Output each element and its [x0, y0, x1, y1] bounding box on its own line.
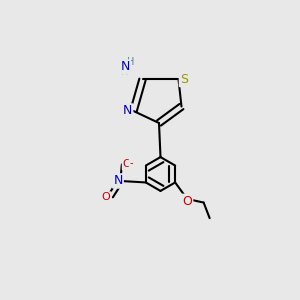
Text: O: O	[182, 195, 192, 208]
Text: H: H	[121, 67, 128, 77]
Text: O: O	[123, 160, 132, 170]
Text: O: O	[102, 193, 111, 202]
Text: N: N	[120, 60, 130, 74]
Text: S: S	[180, 73, 188, 86]
Text: N: N	[123, 104, 132, 118]
Text: -: -	[130, 158, 133, 168]
Text: N: N	[113, 175, 123, 188]
Text: H: H	[127, 57, 134, 67]
